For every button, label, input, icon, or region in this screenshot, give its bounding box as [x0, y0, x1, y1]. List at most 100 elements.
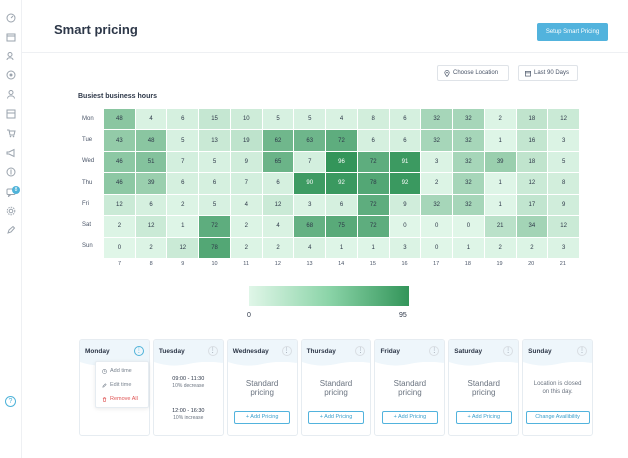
heatmap-cell: 0 [421, 237, 453, 258]
heatmap-cell: 12 [262, 194, 294, 216]
day-name: Tuesday [158, 347, 185, 355]
add-pricing-button[interactable]: + Add Pricing [234, 411, 291, 424]
target-icon[interactable] [6, 70, 16, 80]
heatmap-cell: 63 [294, 130, 326, 151]
heatmap-cell: 2 [484, 109, 516, 130]
heatmap-hour-label: 20 [528, 261, 535, 267]
heatmap-cell: 46 [104, 173, 135, 194]
day-card-header: Wednesday ⋮ [227, 340, 297, 362]
rocket-icon[interactable] [6, 225, 16, 235]
heatmap-cell: 9 [389, 194, 421, 216]
day-card-header: Saturday ⋮ [449, 340, 519, 362]
day-card-wednesday: Wednesday ⋮ Standard pricing + Add Pricing [226, 339, 298, 436]
heatmap-cell: 92 [389, 173, 421, 194]
dashboard-icon[interactable] [6, 13, 16, 23]
heatmap-cell: 0 [104, 237, 135, 258]
add-pricing-button[interactable]: + Add Pricing [308, 411, 364, 424]
heatmap-cell: 6 [135, 194, 167, 216]
choose-location-dropdown[interactable]: Choose Location [437, 65, 509, 81]
notification-badge: 8 [12, 186, 20, 194]
slot-time: 12:00 - 16:30 [172, 408, 205, 414]
heatmap-day-label: Tue [82, 136, 93, 143]
setup-smart-pricing-button[interactable]: Setup Smart Pricing [537, 23, 608, 41]
heatmap-cell: 1 [453, 237, 484, 258]
user-icon[interactable] [6, 89, 16, 99]
day-card-sunday: Sunday ⋮ Location is closed on this day. Cha… [522, 339, 594, 436]
heatmap-cell: 43 [104, 130, 135, 151]
day-card-tuesday: Tuesday ⋮ 09:00 - 11:30 10% decrease 12:00 -… [152, 339, 224, 436]
heatmap-cell: 51 [135, 151, 167, 173]
heatmap-grid: 48 4 6 15 10 5 5 4 8 6 32 32 2 18 12 43 48 5 13 19 62 63 72 6 6 3… [104, 109, 579, 258]
standard-pricing-line: Standard [393, 379, 427, 388]
more-options-icon[interactable]: ⋮ [503, 346, 514, 356]
heatmap-day-label: Sun [82, 243, 93, 250]
heatmap-cell: 12 [135, 216, 167, 237]
remove-all-label: Remove All [110, 396, 138, 402]
day-name: Saturday [454, 347, 483, 355]
day-card-header: Friday ⋮ [375, 340, 445, 362]
megaphone-icon[interactable] [6, 148, 16, 158]
header-wave-decoration [449, 360, 519, 366]
pricing-time-slot[interactable]: 12:00 - 16:30 10% increase [154, 408, 223, 421]
add-pricing-button[interactable]: + Add Pricing [381, 411, 438, 424]
heatmap-hour-label: 11 [243, 261, 250, 267]
remove-all-menu-item[interactable]: Remove All [102, 396, 138, 402]
edit-time-label: Edit time [110, 382, 132, 388]
settings-icon[interactable] [6, 206, 16, 216]
slot-adjustment: 10% decrease [172, 383, 205, 389]
heatmap-cell: 32 [421, 130, 453, 151]
more-options-icon[interactable]: ⋮ [355, 346, 366, 356]
heatmap-cell: 7 [167, 151, 199, 173]
layout-icon[interactable] [6, 109, 16, 119]
day-card-header: Thursday ⋮ [301, 340, 371, 362]
header-wave-decoration [301, 360, 371, 366]
more-options-icon[interactable]: ⋮ [429, 346, 440, 356]
edit-time-menu-item[interactable]: Edit time [102, 382, 131, 388]
more-options-icon[interactable]: ⋮ [207, 346, 218, 356]
heatmap-cell: 4 [326, 109, 357, 130]
heatmap-cell: 2 [516, 237, 548, 258]
date-range-dropdown[interactable]: Last 90 Days [518, 65, 578, 81]
pencil-icon [102, 382, 107, 388]
day-card-saturday: Saturday ⋮ Standard pricing + Add Pricing [448, 339, 520, 436]
heatmap-hour-label: 10 [211, 261, 218, 267]
page-title: Smart pricing [54, 22, 138, 37]
heatmap-cell: 32 [453, 151, 484, 173]
day-name: Sunday [528, 347, 552, 355]
calendar-icon[interactable] [6, 32, 16, 42]
heatmap-cell: 32 [453, 109, 484, 130]
standard-pricing-text: Standard pricing [449, 379, 518, 397]
help-icon[interactable]: ? [5, 396, 16, 407]
standard-pricing-line: Standard [319, 379, 353, 388]
heatmap-cell: 7 [294, 151, 326, 173]
dollar-icon[interactable] [6, 167, 16, 177]
heatmap-hour-label: 19 [496, 261, 503, 267]
heatmap-cell: 68 [294, 216, 326, 237]
more-options-icon[interactable]: ⋮ [281, 346, 292, 356]
heatmap-cell: 3 [548, 130, 579, 151]
heatmap-day-label: Fri [82, 200, 89, 207]
cart-icon[interactable] [6, 128, 16, 138]
heatmap-cell: 72 [326, 130, 357, 151]
heatmap-cell: 0 [453, 216, 484, 237]
heatmap-cell: 78 [199, 237, 230, 258]
change-availability-button[interactable]: Change Availibility [525, 411, 590, 424]
heatmap-cell: 18 [516, 109, 548, 130]
users-icon[interactable] [6, 51, 16, 61]
standard-pricing-text: Standard pricing [375, 379, 444, 397]
add-time-menu-item[interactable]: Add time [102, 368, 132, 374]
heatmap-hour-label: 21 [559, 261, 566, 267]
heatmap-cell: 12 [167, 237, 199, 258]
pricing-time-slot[interactable]: 09:00 - 11:30 10% decrease [154, 376, 223, 389]
heatmap-cell: 3 [294, 194, 326, 216]
heatmap-cell: 46 [104, 151, 135, 173]
add-pricing-button[interactable]: + Add Pricing [455, 411, 512, 424]
heatmap-cell: 10 [230, 109, 262, 130]
sidebar: 8 ? [0, 0, 22, 458]
heatmap-cell: 16 [516, 130, 548, 151]
header-wave-decoration [523, 360, 593, 366]
more-options-icon[interactable]: ⋮ [577, 346, 588, 356]
heatmap-cell: 3 [389, 237, 421, 258]
more-options-icon[interactable]: ⋮ [133, 346, 144, 356]
day-card-header: Sunday ⋮ [523, 340, 593, 362]
